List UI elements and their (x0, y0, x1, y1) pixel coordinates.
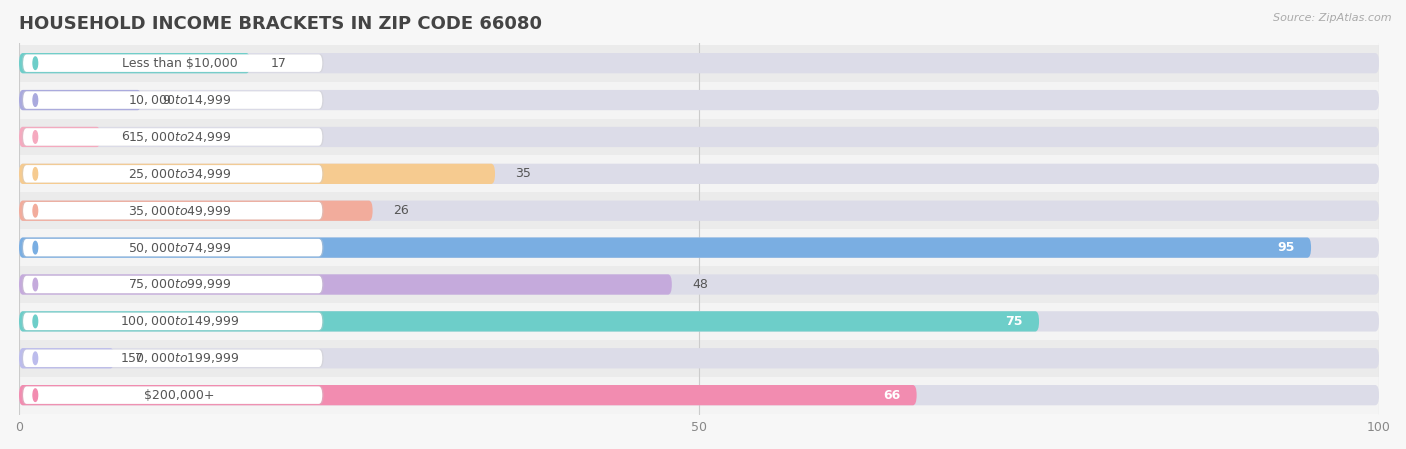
FancyBboxPatch shape (20, 90, 1379, 110)
FancyBboxPatch shape (22, 276, 322, 293)
FancyBboxPatch shape (22, 91, 322, 109)
FancyBboxPatch shape (20, 385, 917, 405)
Text: 7: 7 (135, 352, 142, 365)
Circle shape (32, 204, 38, 217)
FancyBboxPatch shape (21, 275, 323, 294)
Circle shape (32, 352, 38, 365)
FancyBboxPatch shape (20, 201, 373, 221)
FancyBboxPatch shape (22, 387, 322, 404)
FancyBboxPatch shape (22, 165, 322, 183)
Text: 6: 6 (121, 131, 129, 143)
Circle shape (32, 315, 38, 328)
FancyBboxPatch shape (21, 313, 323, 330)
FancyBboxPatch shape (22, 239, 322, 256)
FancyBboxPatch shape (21, 386, 323, 404)
Text: HOUSEHOLD INCOME BRACKETS IN ZIP CODE 66080: HOUSEHOLD INCOME BRACKETS IN ZIP CODE 66… (20, 15, 541, 33)
Text: Less than $10,000: Less than $10,000 (121, 57, 238, 70)
Text: $100,000 to $149,999: $100,000 to $149,999 (120, 314, 239, 328)
FancyBboxPatch shape (0, 119, 1406, 155)
Text: 9: 9 (162, 93, 170, 106)
Text: $15,000 to $24,999: $15,000 to $24,999 (128, 130, 231, 144)
FancyBboxPatch shape (20, 127, 1379, 147)
FancyBboxPatch shape (21, 202, 323, 220)
FancyBboxPatch shape (20, 348, 1379, 369)
FancyBboxPatch shape (20, 385, 1379, 405)
FancyBboxPatch shape (20, 164, 1379, 184)
FancyBboxPatch shape (20, 311, 1039, 331)
FancyBboxPatch shape (20, 201, 1379, 221)
FancyBboxPatch shape (0, 45, 1406, 82)
FancyBboxPatch shape (22, 349, 322, 367)
Text: 17: 17 (270, 57, 287, 70)
Text: $35,000 to $49,999: $35,000 to $49,999 (128, 204, 231, 218)
FancyBboxPatch shape (21, 91, 323, 109)
Circle shape (32, 278, 38, 291)
Circle shape (32, 131, 38, 143)
FancyBboxPatch shape (20, 274, 1379, 295)
FancyBboxPatch shape (0, 303, 1406, 340)
FancyBboxPatch shape (22, 54, 322, 72)
Text: 66: 66 (883, 389, 900, 402)
Text: 95: 95 (1278, 241, 1295, 254)
FancyBboxPatch shape (20, 238, 1379, 258)
Circle shape (32, 242, 38, 254)
Text: $150,000 to $199,999: $150,000 to $199,999 (120, 351, 239, 365)
Text: $75,000 to $99,999: $75,000 to $99,999 (128, 277, 231, 291)
FancyBboxPatch shape (20, 127, 101, 147)
Text: 75: 75 (1005, 315, 1022, 328)
FancyBboxPatch shape (0, 377, 1406, 414)
FancyBboxPatch shape (20, 164, 495, 184)
FancyBboxPatch shape (0, 155, 1406, 192)
FancyBboxPatch shape (21, 238, 323, 257)
FancyBboxPatch shape (20, 90, 142, 110)
FancyBboxPatch shape (21, 165, 323, 183)
Text: $200,000+: $200,000+ (145, 389, 215, 402)
FancyBboxPatch shape (0, 340, 1406, 377)
Text: 35: 35 (516, 167, 531, 180)
FancyBboxPatch shape (22, 202, 322, 220)
FancyBboxPatch shape (22, 313, 322, 330)
Text: $10,000 to $14,999: $10,000 to $14,999 (128, 93, 231, 107)
FancyBboxPatch shape (20, 274, 672, 295)
FancyBboxPatch shape (21, 349, 323, 367)
FancyBboxPatch shape (20, 311, 1379, 331)
FancyBboxPatch shape (22, 128, 322, 145)
Text: 26: 26 (394, 204, 409, 217)
Circle shape (32, 167, 38, 180)
Circle shape (32, 94, 38, 106)
Text: $50,000 to $74,999: $50,000 to $74,999 (128, 241, 231, 255)
FancyBboxPatch shape (21, 128, 323, 146)
FancyBboxPatch shape (21, 54, 323, 72)
Circle shape (32, 57, 38, 70)
FancyBboxPatch shape (0, 192, 1406, 229)
Text: Source: ZipAtlas.com: Source: ZipAtlas.com (1274, 13, 1392, 23)
FancyBboxPatch shape (0, 82, 1406, 119)
FancyBboxPatch shape (0, 229, 1406, 266)
FancyBboxPatch shape (0, 266, 1406, 303)
Circle shape (32, 389, 38, 401)
FancyBboxPatch shape (20, 348, 114, 369)
FancyBboxPatch shape (20, 53, 250, 73)
FancyBboxPatch shape (20, 53, 1379, 73)
Text: 48: 48 (692, 278, 709, 291)
FancyBboxPatch shape (20, 238, 1310, 258)
Text: $25,000 to $34,999: $25,000 to $34,999 (128, 167, 231, 181)
